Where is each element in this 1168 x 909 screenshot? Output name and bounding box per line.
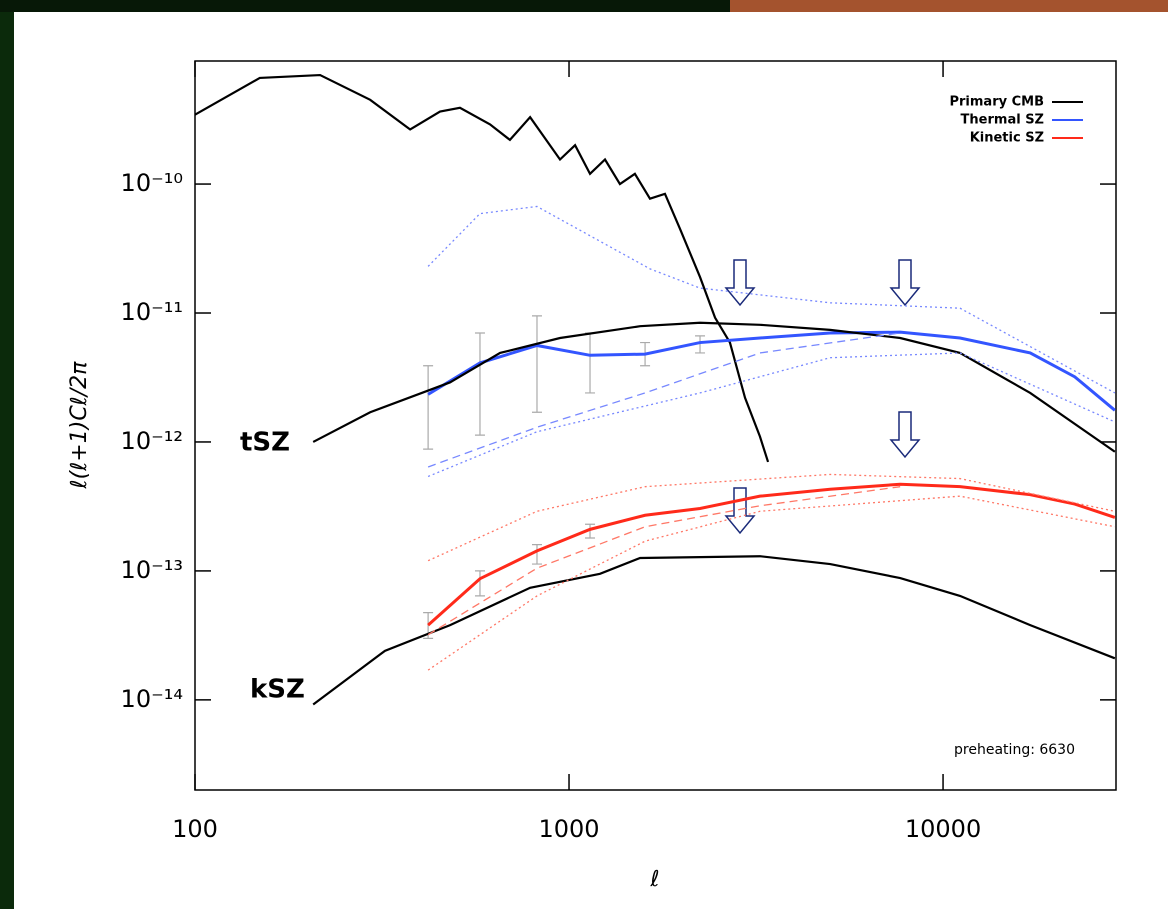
arrow: [724, 259, 756, 307]
error-bar: [474, 570, 485, 597]
legend-label: Primary CMB: [949, 95, 1044, 110]
background-strip: [730, 0, 1168, 12]
error-bar: [585, 332, 596, 394]
legend-label: Thermal SZ: [961, 113, 1044, 128]
series-line: [427, 473, 1116, 562]
plot-frame: [194, 60, 1117, 791]
y-tick-label: 10⁻¹³: [121, 556, 183, 584]
annotation: preheating: 6630: [954, 742, 1075, 758]
y-tick-label: 10⁻¹¹: [121, 298, 183, 326]
series-line: [312, 555, 1116, 706]
y-tick-label: 10⁻¹⁰: [121, 169, 183, 197]
arrow: [724, 487, 756, 535]
arrow: [889, 259, 921, 307]
series-line: [194, 73, 770, 463]
error-bar: [423, 365, 434, 450]
error-bar: [585, 523, 596, 539]
series-line: [427, 482, 1116, 627]
x-axis-title: ℓ: [649, 867, 659, 892]
error-bar: [531, 315, 542, 413]
series-line: [427, 495, 1116, 671]
annotation: tSZ: [240, 428, 290, 458]
arrows: [724, 259, 921, 535]
series-line: [427, 486, 901, 636]
series-line: [427, 205, 1116, 394]
error-bar: [474, 332, 485, 436]
annotation: kSZ: [250, 675, 305, 705]
arrow: [889, 411, 921, 459]
x-tick-label: 1000: [538, 815, 599, 843]
error-bar: [531, 543, 542, 565]
x-tick-label: 10000: [905, 815, 981, 843]
error-bar: [695, 335, 706, 354]
y-tick-label: 10⁻¹⁴: [121, 685, 183, 713]
background-strip: [0, 0, 14, 909]
y-tick-label: 10⁻¹²: [121, 427, 183, 455]
series-line: [427, 330, 1116, 412]
x-tick-label: 100: [172, 815, 218, 843]
legend-label: Kinetic SZ: [970, 131, 1044, 146]
series-line: [427, 352, 1116, 478]
y-axis-title: ℓ(ℓ+1)Cℓ/2π: [67, 361, 92, 490]
